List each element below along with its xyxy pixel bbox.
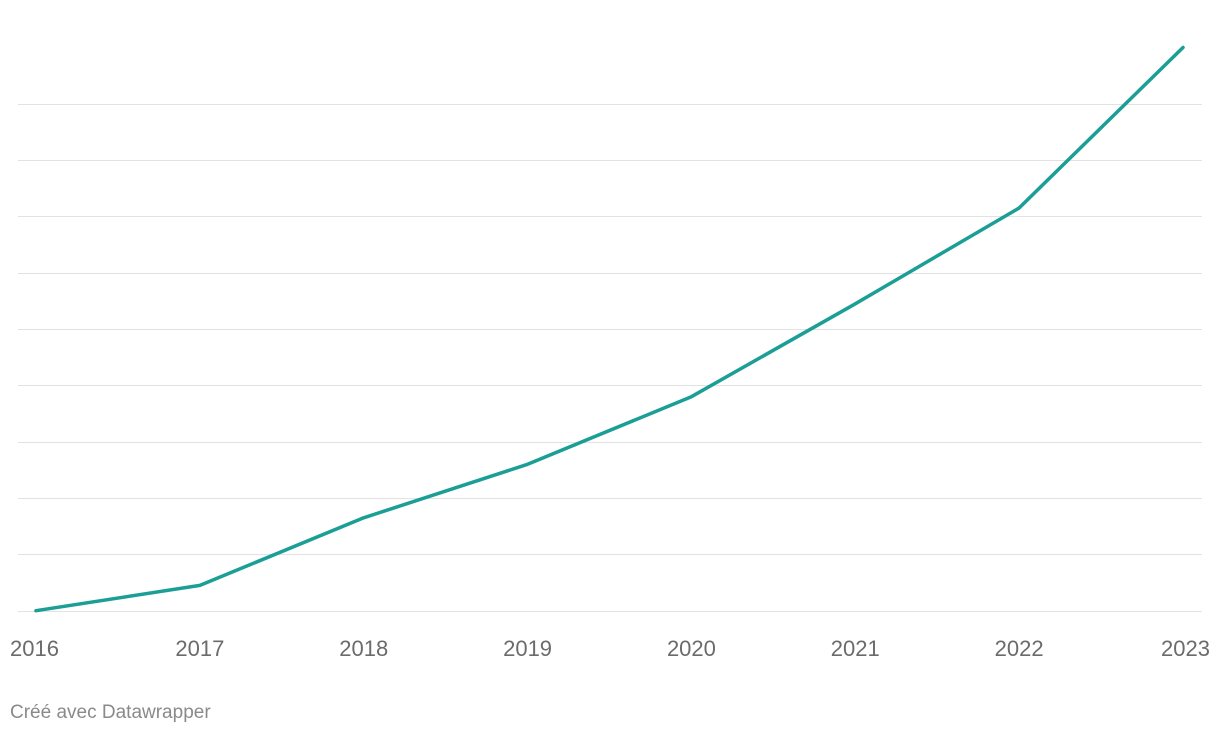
x-axis-labels: 2016 2017 2018 2019 2020 2021 2022 2023 <box>10 636 1210 661</box>
x-tick-label: 2017 <box>175 636 224 661</box>
series-line <box>34 45 1185 613</box>
datawrapper-credit: Créé avec Datawrapper <box>10 702 211 723</box>
x-tick-label: 2019 <box>503 636 552 661</box>
x-tick-label: 2018 <box>339 636 388 661</box>
x-tick-label: 2020 <box>667 636 716 661</box>
x-tick-label: 2022 <box>995 636 1044 661</box>
series-lines <box>34 45 1185 613</box>
y-gridlines <box>18 104 1202 612</box>
x-tick-label: 2016 <box>10 636 59 661</box>
x-tick-label: 2023 <box>1161 636 1210 661</box>
line-chart: 2016 2017 2018 2019 2020 2021 2022 2023 <box>10 45 1210 661</box>
x-tick-label: 2021 <box>831 636 880 661</box>
